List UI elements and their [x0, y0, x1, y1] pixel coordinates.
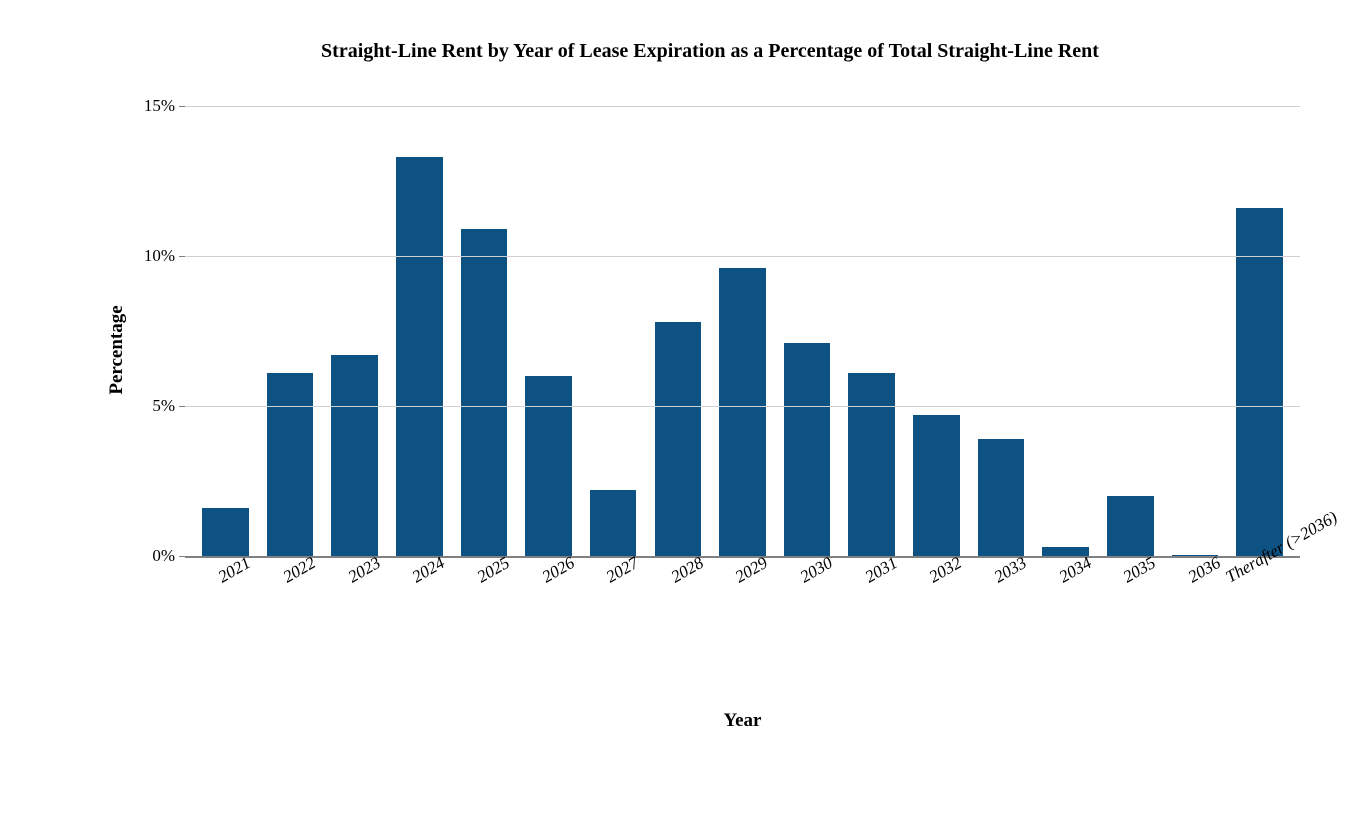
- y-axis-label: Percentage: [106, 305, 128, 394]
- x-tick-label: 2026: [538, 553, 577, 587]
- bar: [1107, 496, 1154, 556]
- bar: [590, 490, 637, 556]
- x-tick-label: 2034: [1055, 553, 1094, 587]
- bar: [784, 343, 831, 556]
- x-tick-label: 2022: [280, 553, 319, 587]
- x-label-slot: 2035: [1098, 570, 1163, 650]
- bar: [396, 157, 443, 556]
- bar: [331, 355, 378, 556]
- x-label-slot: 2021: [193, 570, 258, 650]
- bar: [202, 508, 249, 556]
- x-label-slot: 2022: [258, 570, 323, 650]
- y-tick-label: 0%: [152, 546, 175, 566]
- bar-slot: [904, 88, 969, 556]
- y-tick-label: 5%: [152, 396, 175, 416]
- y-tick-mark: [179, 106, 185, 107]
- bar-slot: [322, 88, 387, 556]
- bar-slot: [452, 88, 517, 556]
- bar: [719, 268, 766, 556]
- x-label-slot: 2030: [775, 570, 840, 650]
- x-tick-label: 2031: [862, 553, 901, 587]
- x-label-slot: 2033: [969, 570, 1034, 650]
- bar: [913, 415, 960, 556]
- x-axis-label: Year: [185, 710, 1300, 732]
- bar: [267, 373, 314, 556]
- bar-slot: [1227, 88, 1292, 556]
- y-tick-mark: [179, 556, 185, 557]
- x-tick-label: 2025: [474, 553, 513, 587]
- chart-title: Straight-Line Rent by Year of Lease Expi…: [90, 40, 1330, 63]
- x-label-slot: 2031: [839, 570, 904, 650]
- bar-slot: [516, 88, 581, 556]
- x-label-slot: 2027: [581, 570, 646, 650]
- bar-slot: [193, 88, 258, 556]
- bar-slot: [581, 88, 646, 556]
- bar: [461, 229, 508, 556]
- bar-slot: [710, 88, 775, 556]
- x-tick-label: 2029: [732, 553, 771, 587]
- x-label-slot: 2028: [645, 570, 710, 650]
- bar: [848, 373, 895, 556]
- x-label-slot: 2034: [1033, 570, 1098, 650]
- bar-slot: [1098, 88, 1163, 556]
- x-tick-label: 2023: [344, 553, 383, 587]
- x-tick-label: 2035: [1120, 553, 1159, 587]
- x-label-slot: 2036: [1163, 570, 1228, 650]
- x-tick-label: 2036: [1185, 553, 1224, 587]
- bar-slot: [258, 88, 323, 556]
- x-tick-label: 2033: [991, 553, 1030, 587]
- y-tick-label: 15%: [144, 96, 175, 116]
- bar-slot: [645, 88, 710, 556]
- y-tick-label: 10%: [144, 246, 175, 266]
- y-tick-mark: [179, 256, 185, 257]
- x-label-slot: 2025: [452, 570, 517, 650]
- chart-container: Straight-Line Rent by Year of Lease Expi…: [90, 40, 1330, 760]
- x-label-slot: 2023: [322, 570, 387, 650]
- bar-slot: [839, 88, 904, 556]
- bar: [1236, 208, 1283, 556]
- x-label-slot: 2032: [904, 570, 969, 650]
- bars-wrapper: [185, 88, 1300, 556]
- x-label-slot: Therafter (>2036): [1227, 570, 1292, 650]
- x-tick-label: 2021: [215, 553, 254, 587]
- x-tick-label: 2027: [603, 553, 642, 587]
- bar-slot: [1033, 88, 1098, 556]
- x-label-slot: 2029: [710, 570, 775, 650]
- x-labels-wrapper: 2021202220232024202520262027202820292030…: [185, 570, 1300, 650]
- x-tick-label: 2032: [926, 553, 965, 587]
- bar-slot: [969, 88, 1034, 556]
- gridline: [185, 106, 1300, 107]
- bar: [978, 439, 1025, 556]
- bar-slot: [387, 88, 452, 556]
- gridline: [185, 256, 1300, 257]
- y-tick-mark: [179, 406, 185, 407]
- x-tick-label: 2024: [409, 553, 448, 587]
- x-tick-label: 2028: [668, 553, 707, 587]
- bar-slot: [1163, 88, 1228, 556]
- bar: [525, 376, 572, 556]
- gridline: [185, 406, 1300, 407]
- x-label-slot: 2026: [516, 570, 581, 650]
- plot-area: 0%5%10%15%: [185, 88, 1300, 558]
- x-tick-label: 2030: [797, 553, 836, 587]
- x-label-slot: 2024: [387, 570, 452, 650]
- bar: [655, 322, 702, 556]
- bar-slot: [775, 88, 840, 556]
